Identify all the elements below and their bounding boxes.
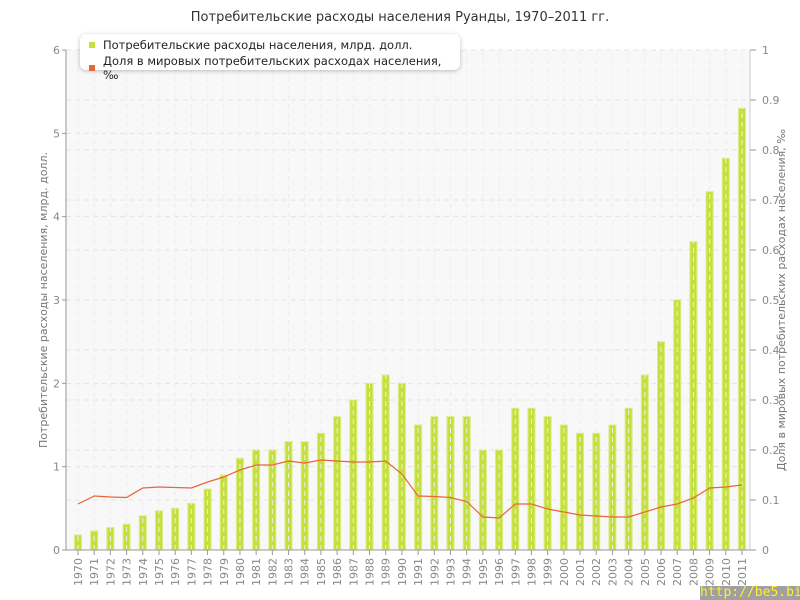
x-tick-label: 2010 [720, 558, 733, 586]
y-tick-label-left: 1 [53, 461, 60, 474]
x-tick-label: 2000 [558, 558, 571, 586]
y-axis-label-left: Потребительские расходы населения, млрд.… [37, 152, 50, 448]
x-tick-label: 1979 [218, 558, 231, 586]
x-tick-label: 1999 [542, 558, 555, 586]
x-tick-label: 1994 [461, 558, 474, 586]
y-tick-label-right: 0.1 [762, 494, 780, 507]
x-tick-label: 1972 [104, 558, 117, 586]
x-tick-label: 1997 [509, 558, 522, 586]
legend-swatch-orange [89, 65, 95, 71]
x-tick-label: 2007 [671, 558, 684, 586]
y-tick-label-left: 3 [53, 294, 60, 307]
x-tick-label: 2005 [639, 558, 652, 586]
y-tick-label-right: 0.7 [762, 194, 780, 207]
y-tick-label-right: 0.3 [762, 394, 780, 407]
y-axis-label-right: Доля в мировых потребительских расходах … [775, 129, 788, 471]
x-tick-label: 1970 [72, 558, 85, 586]
x-tick-label: 1977 [185, 558, 198, 586]
x-tick-label: 2003 [606, 558, 619, 586]
legend-label: Потребительские расходы населения, млрд.… [103, 38, 413, 52]
y-tick-label-right: 0 [762, 544, 769, 557]
x-tick-label: 2006 [655, 558, 668, 586]
y-tick-label-left: 5 [53, 127, 60, 140]
y-tick-label-right: 0.8 [762, 144, 780, 157]
legend-swatch-green [89, 42, 95, 48]
y-tick-label-left: 2 [53, 377, 60, 390]
x-tick-label: 1990 [396, 558, 409, 586]
x-tick-label: 1996 [493, 558, 506, 586]
x-tick-label: 1991 [412, 558, 425, 586]
y-tick-label-left: 6 [53, 44, 60, 57]
watermark: http://be5.biz/ [700, 585, 800, 600]
legend-item-share[interactable]: Доля в мировых потребительских расходах … [89, 54, 460, 82]
y-tick-label-right: 0.4 [762, 344, 780, 357]
x-tick-label: 2008 [687, 558, 700, 586]
x-tick-label: 1973 [121, 558, 134, 586]
x-tick-label: 1987 [347, 558, 360, 586]
x-tick-label: 1989 [380, 558, 393, 586]
x-tick-label: 2004 [623, 558, 636, 586]
x-tick-label: 1988 [364, 558, 377, 586]
legend: Потребительские расходы населения, млрд.… [80, 34, 460, 82]
x-tick-label: 1984 [299, 558, 312, 586]
y-tick-label-right: 0.2 [762, 444, 780, 457]
chart-title: Потребительские расходы населения Руанды… [190, 10, 610, 25]
y-tick-label-left: 4 [53, 211, 60, 224]
x-tick-label: 1976 [169, 558, 182, 586]
x-tick-label: 1985 [315, 558, 328, 586]
y-tick-label-right: 0.6 [762, 244, 780, 257]
x-tick-label: 2002 [590, 558, 603, 586]
x-tick-label: 1982 [266, 558, 279, 586]
bar-2009 [705, 191, 714, 551]
y-tick-label-right: 0.9 [762, 94, 780, 107]
x-tick-label: 1992 [428, 558, 441, 586]
x-tick-label: 1981 [250, 558, 263, 586]
x-tick-label: 1983 [283, 558, 296, 586]
y-tick-label-left: 0 [53, 544, 60, 557]
x-tick-label: 2009 [704, 558, 717, 586]
x-tick-label: 1971 [88, 558, 101, 586]
x-tick-label: 2001 [574, 558, 587, 586]
x-tick-label: 1980 [234, 558, 247, 586]
x-tick-label: 2011 [736, 558, 749, 586]
line-series [77, 459, 743, 519]
share-line [77, 459, 743, 519]
x-tick-label: 1978 [202, 558, 215, 586]
legend-label: Доля в мировых потребительских расходах … [102, 54, 442, 82]
x-tick-label: 1975 [153, 558, 166, 586]
axes: 0 1 2 3 4 5 6 0 0.1 0.2 0.3 0.4 0.5 0.6 0.7 0.8 0.9 1 1970… [53, 44, 780, 586]
x-tick-label: 1998 [525, 558, 538, 586]
x-tick-label: 1986 [331, 558, 344, 586]
y-tick-label-right: 0.5 [762, 294, 780, 307]
x-tick-label: 1993 [444, 558, 457, 586]
x-tick-label: 1995 [477, 558, 490, 586]
y-tick-label-right: 1 [762, 44, 769, 57]
legend-item-spending[interactable]: Потребительские расходы населения, млрд.… [89, 38, 412, 52]
x-tick-label: 1974 [137, 558, 150, 586]
